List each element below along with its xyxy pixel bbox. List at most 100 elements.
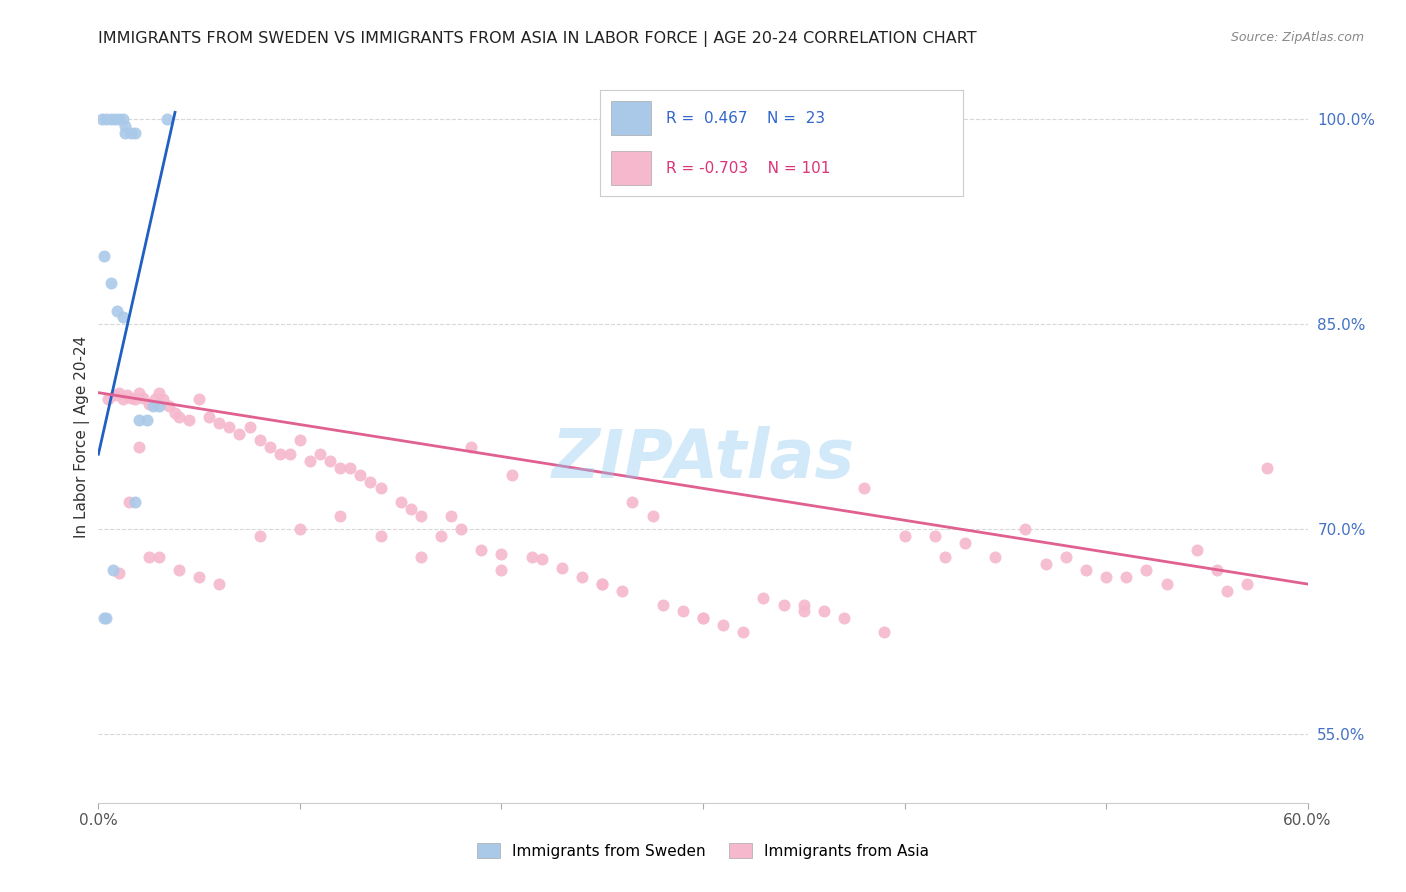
Point (179, 413, 201, 427)
Point (924, 529, 946, 543)
Point (591, 577, 613, 591)
Point (409, 508, 432, 523)
Point (491, 563, 513, 577)
Point (128, 385, 150, 400)
Point (118, 495, 141, 509)
Point (409, 549, 432, 564)
Point (370, 481, 392, 495)
Point (329, 460, 352, 475)
Point (711, 618, 734, 632)
Point (1074, 563, 1097, 577)
Point (793, 598, 815, 612)
Point (111, 392, 134, 407)
Point (288, 434, 311, 448)
Point (152, 392, 174, 407)
Point (97, 392, 120, 407)
Point (299, 454, 322, 468)
Point (93, 611, 115, 625)
Point (309, 447, 332, 461)
Text: IMMIGRANTS FROM SWEDEN VS IMMIGRANTS FROM ASIA IN LABOR FORCE | AGE 20-24 CORREL: IMMIGRANTS FROM SWEDEN VS IMMIGRANTS FRO… (98, 31, 977, 47)
Point (530, 552, 553, 566)
Point (135, 413, 157, 427)
Point (208, 577, 231, 591)
Point (259, 440, 281, 454)
Point (591, 577, 613, 591)
Point (1115, 570, 1137, 584)
Point (107, 385, 129, 400)
Point (641, 508, 664, 523)
Point (107, 566, 129, 581)
Point (163, 406, 186, 420)
Point (813, 604, 835, 618)
Point (278, 447, 301, 461)
Point (120, 126, 142, 140)
Point (1156, 577, 1178, 591)
Point (111, 112, 134, 127)
Point (288, 522, 311, 536)
Point (96, 611, 118, 625)
Point (651, 598, 673, 612)
Point (103, 388, 125, 402)
Point (399, 501, 422, 516)
Point (692, 611, 714, 625)
Point (752, 591, 775, 605)
Point (167, 563, 190, 577)
Point (460, 440, 482, 454)
Point (1054, 549, 1077, 564)
Point (832, 611, 855, 625)
Point (156, 112, 179, 127)
Point (329, 508, 352, 523)
Point (103, 112, 125, 127)
Point (953, 536, 976, 550)
Point (124, 392, 146, 407)
Point (470, 542, 492, 557)
Legend: Immigrants from Sweden, Immigrants from Asia: Immigrants from Sweden, Immigrants from … (471, 837, 935, 864)
Point (440, 508, 463, 523)
Point (148, 549, 170, 564)
Point (101, 563, 124, 577)
Point (984, 549, 1007, 564)
Point (1185, 542, 1208, 557)
Point (228, 426, 250, 441)
Y-axis label: In Labor Force | Age 20-24: In Labor Force | Age 20-24 (75, 336, 90, 538)
Point (111, 310, 134, 325)
Point (249, 434, 271, 448)
Point (1014, 522, 1036, 536)
Point (370, 529, 392, 543)
Point (142, 400, 165, 414)
Point (148, 400, 170, 414)
Point (188, 570, 211, 584)
Text: ZIPAtlas: ZIPAtlas (551, 426, 855, 492)
Point (143, 392, 166, 407)
Point (934, 549, 956, 564)
Point (520, 549, 543, 564)
Point (128, 440, 150, 454)
Point (100, 112, 122, 127)
Point (114, 126, 136, 140)
Point (91, 112, 114, 127)
Point (621, 495, 644, 509)
Point (114, 119, 136, 133)
Point (672, 604, 695, 618)
Point (571, 570, 593, 584)
Point (115, 388, 138, 402)
Point (349, 467, 371, 482)
Point (96, 112, 118, 127)
Point (105, 303, 128, 318)
Point (1135, 563, 1157, 577)
Point (124, 126, 146, 140)
Point (107, 112, 129, 127)
Point (1035, 557, 1057, 571)
Point (692, 611, 714, 625)
Point (853, 481, 876, 495)
Point (167, 410, 190, 425)
Point (1216, 583, 1239, 598)
Point (893, 529, 915, 543)
Point (873, 624, 896, 639)
Point (157, 400, 180, 414)
Point (100, 277, 122, 291)
Point (612, 583, 634, 598)
Point (1206, 563, 1229, 577)
Point (138, 549, 160, 564)
Point (218, 420, 240, 434)
